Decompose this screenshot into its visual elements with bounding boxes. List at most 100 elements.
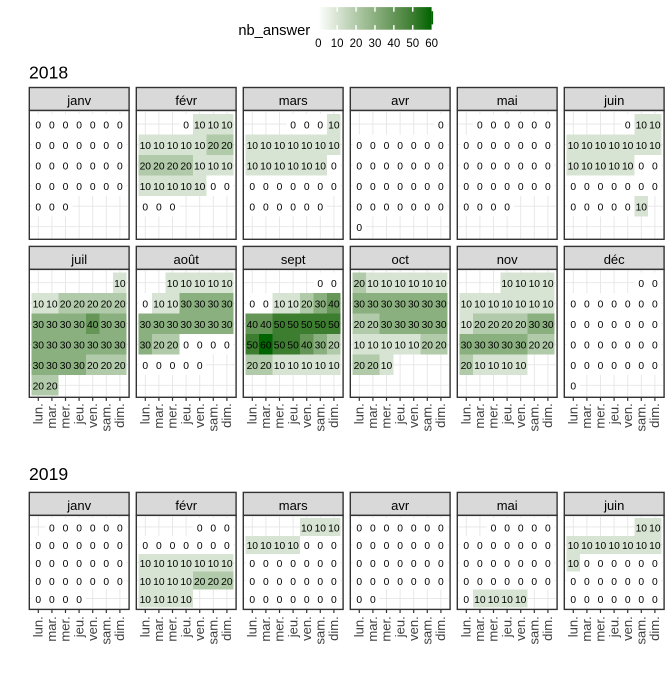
svg-text:0: 0 bbox=[117, 523, 123, 534]
svg-text:0: 0 bbox=[545, 161, 551, 172]
svg-text:20: 20 bbox=[354, 361, 366, 372]
svg-text:0: 0 bbox=[317, 577, 323, 588]
svg-text:0: 0 bbox=[331, 595, 337, 606]
svg-text:sam.: sam. bbox=[527, 616, 542, 644]
svg-text:0: 0 bbox=[463, 141, 469, 152]
svg-text:10: 10 bbox=[167, 279, 179, 290]
svg-text:0: 0 bbox=[263, 300, 269, 311]
svg-text:40: 40 bbox=[387, 38, 400, 50]
svg-text:0: 0 bbox=[370, 141, 376, 152]
svg-text:0: 0 bbox=[331, 577, 337, 588]
svg-text:0: 0 bbox=[290, 120, 296, 131]
svg-text:ven.: ven. bbox=[513, 403, 528, 428]
svg-text:20: 20 bbox=[208, 141, 220, 152]
svg-text:mars: mars bbox=[279, 498, 308, 513]
svg-text:0: 0 bbox=[611, 361, 617, 372]
svg-text:0: 0 bbox=[545, 559, 551, 570]
svg-text:0: 0 bbox=[504, 523, 510, 534]
svg-text:0: 0 bbox=[531, 141, 537, 152]
svg-text:10: 10 bbox=[260, 141, 272, 152]
svg-text:0: 0 bbox=[463, 559, 469, 570]
svg-text:0: 0 bbox=[625, 361, 631, 372]
svg-text:0: 0 bbox=[304, 577, 310, 588]
svg-text:20: 20 bbox=[542, 341, 554, 352]
svg-text:10: 10 bbox=[46, 300, 58, 311]
svg-text:30: 30 bbox=[101, 341, 113, 352]
svg-text:30: 30 bbox=[114, 320, 126, 331]
svg-text:40: 40 bbox=[247, 320, 259, 331]
svg-text:0: 0 bbox=[463, 541, 469, 552]
svg-text:10: 10 bbox=[287, 361, 299, 372]
svg-text:10: 10 bbox=[315, 523, 327, 534]
svg-text:0: 0 bbox=[652, 361, 658, 372]
svg-text:0: 0 bbox=[570, 341, 576, 352]
svg-text:0: 0 bbox=[438, 202, 444, 213]
svg-text:30: 30 bbox=[381, 300, 393, 311]
svg-text:0: 0 bbox=[491, 523, 497, 534]
svg-text:ven.: ven. bbox=[192, 403, 207, 428]
svg-text:20: 20 bbox=[461, 361, 473, 372]
svg-text:0: 0 bbox=[411, 523, 417, 534]
svg-text:30: 30 bbox=[180, 320, 192, 331]
svg-text:0: 0 bbox=[197, 523, 203, 534]
svg-text:0: 0 bbox=[103, 541, 109, 552]
svg-text:20: 20 bbox=[114, 300, 126, 311]
svg-text:0: 0 bbox=[317, 120, 323, 131]
svg-text:0: 0 bbox=[463, 202, 469, 213]
svg-text:0: 0 bbox=[224, 341, 230, 352]
svg-text:0: 0 bbox=[518, 161, 524, 172]
svg-text:sam.: sam. bbox=[527, 403, 542, 431]
svg-text:10: 10 bbox=[367, 279, 379, 290]
svg-text:0: 0 bbox=[63, 120, 69, 131]
svg-text:30: 30 bbox=[140, 341, 152, 352]
svg-text:10: 10 bbox=[636, 120, 648, 131]
svg-text:20: 20 bbox=[221, 141, 233, 152]
svg-text:mars: mars bbox=[279, 93, 308, 108]
svg-text:10: 10 bbox=[315, 141, 327, 152]
svg-text:0: 0 bbox=[611, 595, 617, 606]
svg-text:dim.: dim. bbox=[540, 403, 555, 428]
svg-text:0: 0 bbox=[638, 559, 644, 570]
svg-text:30: 30 bbox=[515, 341, 527, 352]
svg-text:ven.: ven. bbox=[406, 616, 421, 641]
svg-text:10: 10 bbox=[595, 161, 607, 172]
svg-text:jeu.: jeu. bbox=[606, 403, 621, 425]
svg-text:sam.: sam. bbox=[99, 616, 114, 644]
svg-text:lun.: lun. bbox=[566, 403, 581, 424]
svg-text:0: 0 bbox=[570, 361, 576, 372]
svg-text:10: 10 bbox=[274, 541, 286, 552]
svg-text:30: 30 bbox=[315, 341, 327, 352]
svg-text:0: 0 bbox=[397, 161, 403, 172]
svg-text:0: 0 bbox=[183, 341, 189, 352]
svg-text:0: 0 bbox=[170, 361, 176, 372]
svg-text:20: 20 bbox=[529, 341, 541, 352]
svg-text:0: 0 bbox=[477, 120, 483, 131]
svg-text:0: 0 bbox=[397, 202, 403, 213]
svg-text:30: 30 bbox=[501, 341, 513, 352]
svg-text:0: 0 bbox=[290, 595, 296, 606]
svg-text:0: 0 bbox=[411, 182, 417, 193]
svg-text:0: 0 bbox=[518, 182, 524, 193]
svg-text:0: 0 bbox=[317, 182, 323, 193]
svg-text:30: 30 bbox=[369, 38, 382, 50]
svg-text:0: 0 bbox=[356, 182, 362, 193]
svg-text:2019: 2019 bbox=[29, 464, 68, 484]
svg-text:10: 10 bbox=[568, 541, 580, 552]
svg-text:0: 0 bbox=[638, 577, 644, 588]
svg-text:0: 0 bbox=[117, 541, 123, 552]
svg-text:0: 0 bbox=[438, 161, 444, 172]
svg-text:0: 0 bbox=[652, 559, 658, 570]
svg-text:0: 0 bbox=[224, 523, 230, 534]
svg-text:0: 0 bbox=[170, 202, 176, 213]
svg-text:0: 0 bbox=[117, 120, 123, 131]
svg-text:0: 0 bbox=[438, 182, 444, 193]
svg-text:0: 0 bbox=[370, 541, 376, 552]
svg-text:0: 0 bbox=[183, 120, 189, 131]
svg-text:0: 0 bbox=[90, 523, 96, 534]
svg-text:0: 0 bbox=[315, 38, 321, 50]
svg-text:lun.: lun. bbox=[245, 616, 260, 637]
svg-text:0: 0 bbox=[625, 341, 631, 352]
svg-text:10: 10 bbox=[194, 141, 206, 152]
svg-text:0: 0 bbox=[49, 559, 55, 570]
svg-text:10: 10 bbox=[140, 141, 152, 152]
